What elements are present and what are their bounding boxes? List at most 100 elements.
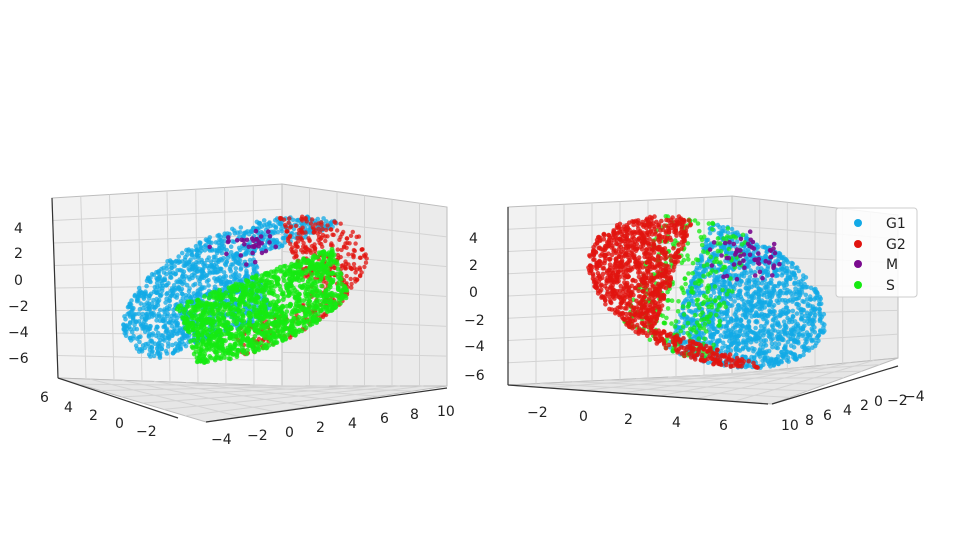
scatter-point-g2 bbox=[324, 227, 329, 233]
scatter-point-s bbox=[324, 296, 330, 302]
scatter-point-g1 bbox=[164, 296, 169, 302]
scatter-point-g1 bbox=[821, 311, 827, 317]
scatter-point-g1 bbox=[152, 284, 158, 290]
scatter-point-s bbox=[276, 314, 282, 320]
scatter-point-g1 bbox=[757, 348, 762, 354]
scatter-point-g1 bbox=[134, 346, 140, 351]
scatter-point-s bbox=[251, 325, 256, 330]
scatter-point-g1 bbox=[163, 317, 168, 322]
scatter-point-g1 bbox=[232, 277, 237, 282]
scatter-point-g1 bbox=[745, 330, 751, 336]
scatter-point-m bbox=[249, 236, 255, 241]
scatter-point-g2 bbox=[339, 231, 345, 237]
scatter-point-g2 bbox=[357, 267, 363, 272]
scatter-point-g1 bbox=[143, 341, 148, 347]
scatter-point-s bbox=[196, 299, 202, 305]
scatter-point-g1 bbox=[202, 248, 208, 253]
scatter-point-g1 bbox=[154, 280, 160, 286]
scatter-point-m bbox=[252, 259, 258, 265]
scatter-point-s bbox=[216, 336, 222, 342]
scatter-point-g1 bbox=[752, 283, 757, 288]
scatter-point-g1 bbox=[159, 314, 164, 320]
scatter-point-s bbox=[300, 318, 306, 324]
scatter-point-s bbox=[688, 326, 693, 332]
scatter-point-g1 bbox=[699, 330, 704, 336]
scatter-point-s bbox=[686, 301, 692, 307]
scatter-point-g1 bbox=[176, 254, 181, 259]
scatter-point-g1 bbox=[149, 271, 155, 277]
scatter-point-g1 bbox=[780, 297, 785, 303]
scatter-point-g1 bbox=[170, 342, 175, 348]
scatter-point-s bbox=[669, 321, 674, 326]
scatter-point-s bbox=[690, 290, 696, 295]
scatter-point-g1 bbox=[177, 267, 183, 273]
scatter-point-g1 bbox=[238, 267, 243, 272]
scatter-point-s bbox=[697, 228, 702, 234]
scatter-point-g1 bbox=[140, 305, 146, 311]
scatter-point-g1 bbox=[806, 332, 811, 338]
scatter-point-g1 bbox=[788, 327, 794, 333]
scatter-point-s bbox=[701, 263, 707, 269]
scatter-point-g2 bbox=[311, 226, 316, 231]
scatter-point-g2 bbox=[293, 223, 299, 229]
scatter-point-g1 bbox=[186, 259, 192, 265]
left-z-tick: 4 bbox=[14, 221, 23, 237]
scatter-point-s bbox=[191, 337, 197, 343]
scatter-point-s bbox=[301, 298, 306, 303]
scatter-point-s bbox=[240, 313, 246, 319]
scatter-point-g1 bbox=[723, 334, 729, 339]
scatter-point-g2 bbox=[323, 238, 328, 244]
scatter-point-g2 bbox=[286, 220, 291, 225]
scatter-point-g2 bbox=[344, 236, 350, 241]
scatter-point-g1 bbox=[156, 340, 162, 346]
scatter-point-g1 bbox=[802, 323, 807, 329]
scatter-point-s bbox=[699, 242, 705, 248]
scatter-point-g2 bbox=[288, 224, 294, 229]
scatter-point-g2 bbox=[355, 277, 360, 282]
scatter-point-g2 bbox=[348, 233, 354, 238]
scatter-point-g1 bbox=[227, 279, 232, 285]
scatter-point-s bbox=[224, 319, 230, 325]
scatter-point-s bbox=[189, 299, 195, 305]
scatter-point-g1 bbox=[183, 254, 188, 260]
scatter-point-s bbox=[698, 312, 703, 318]
scatter-point-s bbox=[702, 336, 707, 342]
scatter-point-g1 bbox=[161, 270, 167, 275]
scatter-point-s bbox=[180, 315, 185, 320]
scatter-point-s bbox=[237, 325, 243, 331]
scatter-point-s bbox=[706, 283, 711, 289]
scatter-point-s bbox=[726, 246, 732, 252]
scatter-point-g1 bbox=[153, 333, 159, 339]
scatter-point-g1 bbox=[751, 277, 756, 283]
scatter-point-g1 bbox=[184, 247, 189, 253]
scatter-point-g2 bbox=[342, 245, 347, 250]
scatter-point-g1 bbox=[737, 306, 743, 311]
scatter-point-g1 bbox=[796, 332, 802, 338]
scatter-point-g1 bbox=[722, 330, 727, 335]
scatter-point-s bbox=[214, 299, 220, 305]
scatter-point-s bbox=[713, 269, 719, 275]
scatter-point-s bbox=[267, 279, 272, 285]
scatter-point-g1 bbox=[688, 309, 694, 314]
scatter-point-g2 bbox=[308, 250, 314, 255]
scatter-point-g1 bbox=[777, 293, 782, 298]
scatter-point-s bbox=[284, 309, 290, 314]
scatter-point-g1 bbox=[155, 324, 160, 330]
scatter-point-s bbox=[740, 232, 746, 238]
scatter-point-g1 bbox=[213, 267, 218, 273]
scatter-point-g1 bbox=[758, 337, 764, 343]
scatter-point-s bbox=[230, 292, 236, 297]
scatter-point-g1 bbox=[774, 359, 779, 365]
scatter-point-g1 bbox=[134, 299, 140, 304]
scatter-point-s bbox=[245, 347, 250, 353]
scatter-point-s bbox=[267, 302, 273, 308]
scatter-point-s bbox=[239, 339, 245, 344]
scatter-point-g1 bbox=[753, 291, 758, 296]
scatter-point-s bbox=[687, 333, 692, 338]
scatter-point-s bbox=[338, 270, 343, 276]
scatter-point-s bbox=[247, 318, 253, 324]
scatter-point-g1 bbox=[151, 289, 157, 295]
scatter-point-g1 bbox=[218, 266, 223, 272]
scatter-point-s bbox=[296, 319, 302, 324]
left-x-tick: −2 bbox=[247, 428, 268, 444]
